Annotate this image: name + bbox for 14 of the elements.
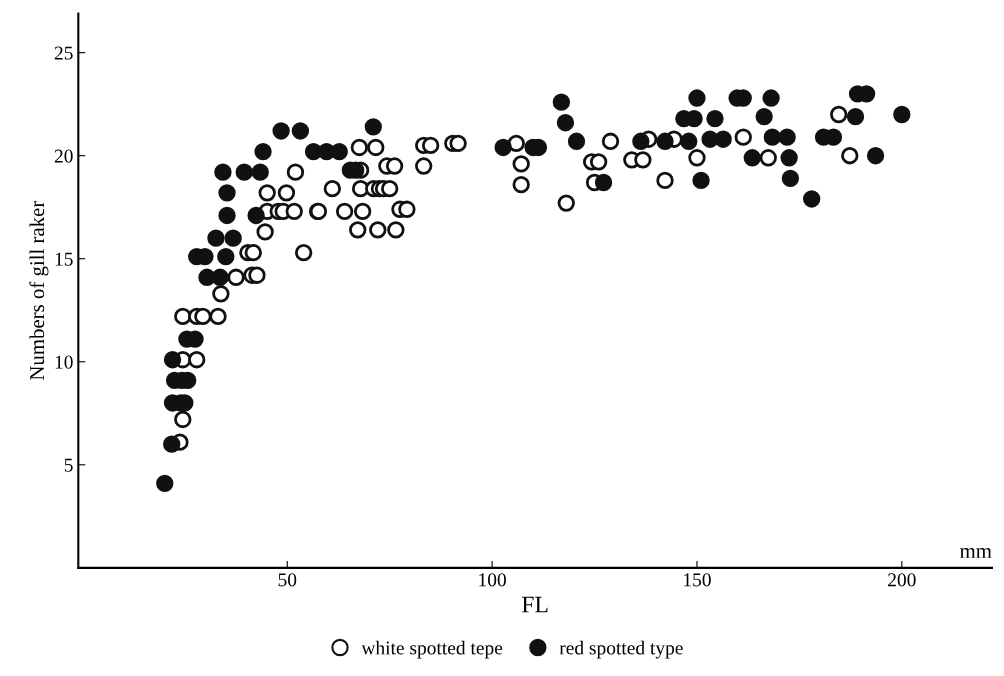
y-tick-label: 10 bbox=[55, 355, 73, 369]
annotation: mm bbox=[959, 548, 992, 558]
legend-label: white spotted tepe bbox=[361, 640, 503, 659]
y-tick-label: 20 bbox=[54, 149, 73, 163]
y-tick-label: 5 bbox=[64, 458, 73, 472]
x-tick-label: 150 bbox=[684, 573, 711, 587]
x-tick-label: 200 bbox=[888, 573, 916, 587]
x-tick-label: 100 bbox=[479, 573, 506, 587]
legend-label: red spotted type bbox=[559, 640, 683, 659]
y-axis-title: Numbers of gill raker bbox=[29, 200, 49, 381]
y-tick-label: 25 bbox=[54, 46, 73, 60]
x-tick-label: 50 bbox=[278, 573, 297, 587]
x-axis-title: FL bbox=[522, 596, 548, 613]
y-tick-label: 15 bbox=[55, 252, 73, 266]
